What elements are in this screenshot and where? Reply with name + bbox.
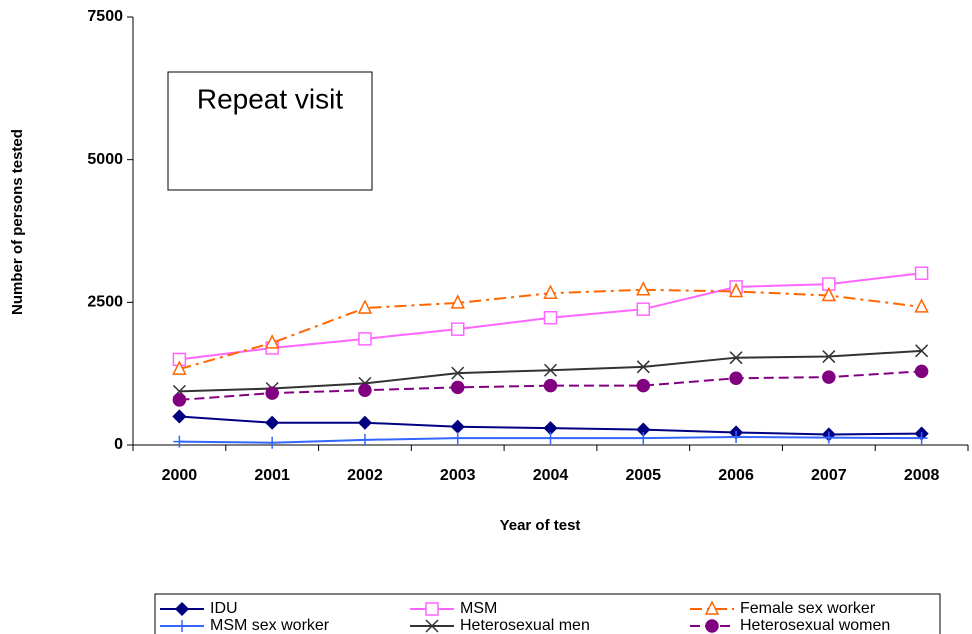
marker <box>543 363 558 377</box>
marker <box>543 284 558 299</box>
marker <box>357 299 373 314</box>
marker <box>358 433 371 446</box>
x-tick-label: 2000 <box>162 467 198 484</box>
legend-label: MSM <box>460 600 497 617</box>
marker <box>266 436 279 449</box>
marker <box>636 302 651 316</box>
marker <box>914 364 929 379</box>
y-tick-label: 0 <box>114 436 123 453</box>
marker <box>636 360 650 374</box>
marker <box>358 332 372 346</box>
marker <box>730 431 743 444</box>
x-tick-label: 2006 <box>718 467 754 484</box>
marker <box>172 393 187 407</box>
marker <box>822 370 836 384</box>
marker <box>915 432 928 445</box>
y-axis-title: Number of persons tested <box>9 129 26 315</box>
marker <box>822 431 835 444</box>
annotation: Repeat visit <box>197 83 344 114</box>
marker <box>265 415 280 430</box>
marker <box>174 601 190 617</box>
marker <box>704 600 720 615</box>
marker <box>636 378 651 393</box>
x-tick-label: 2001 <box>254 467 290 484</box>
marker <box>821 286 837 302</box>
marker <box>822 350 836 364</box>
y-tick-label: 5000 <box>87 151 123 168</box>
marker <box>543 378 558 393</box>
x-tick-label: 2004 <box>533 467 569 484</box>
y-tick-label: 7500 <box>87 8 123 25</box>
legend-label: Heterosexual women <box>740 617 890 634</box>
x-tick-label: 2007 <box>811 467 847 484</box>
annotation-box <box>167 71 373 191</box>
marker <box>264 334 280 349</box>
x-tick-label: 2008 <box>904 467 940 484</box>
marker <box>450 322 465 336</box>
legend-label: Female sex worker <box>740 600 876 617</box>
marker <box>425 602 439 616</box>
marker <box>914 266 929 280</box>
y-tick-label: 2500 <box>87 294 123 311</box>
marker <box>915 344 929 358</box>
legend-box <box>154 593 941 634</box>
marker <box>637 432 650 445</box>
marker <box>450 380 465 395</box>
x-tick-label: 2002 <box>347 467 383 484</box>
marker <box>544 432 557 445</box>
marker <box>451 366 465 380</box>
x-tick-label: 2003 <box>440 467 476 484</box>
x-axis-title: Year of test <box>500 517 581 534</box>
marker <box>914 298 929 313</box>
marker <box>176 620 188 632</box>
marker <box>425 619 439 633</box>
legend-label: MSM sex worker <box>210 617 330 634</box>
marker <box>636 281 651 296</box>
legend-label: IDU <box>210 600 238 617</box>
marker <box>173 435 186 448</box>
marker <box>172 360 187 375</box>
marker <box>729 351 743 365</box>
series-line <box>179 370 922 401</box>
legend-label: Heterosexual men <box>460 617 590 634</box>
marker <box>728 282 744 298</box>
marker <box>172 409 187 424</box>
x-tick-label: 2005 <box>625 467 661 484</box>
marker <box>729 371 743 385</box>
marker <box>451 432 464 445</box>
marker <box>450 294 465 309</box>
marker <box>357 415 373 430</box>
marker <box>265 386 279 400</box>
marker <box>450 419 465 434</box>
marker <box>358 383 372 397</box>
marker <box>543 310 558 325</box>
marker <box>705 619 719 633</box>
